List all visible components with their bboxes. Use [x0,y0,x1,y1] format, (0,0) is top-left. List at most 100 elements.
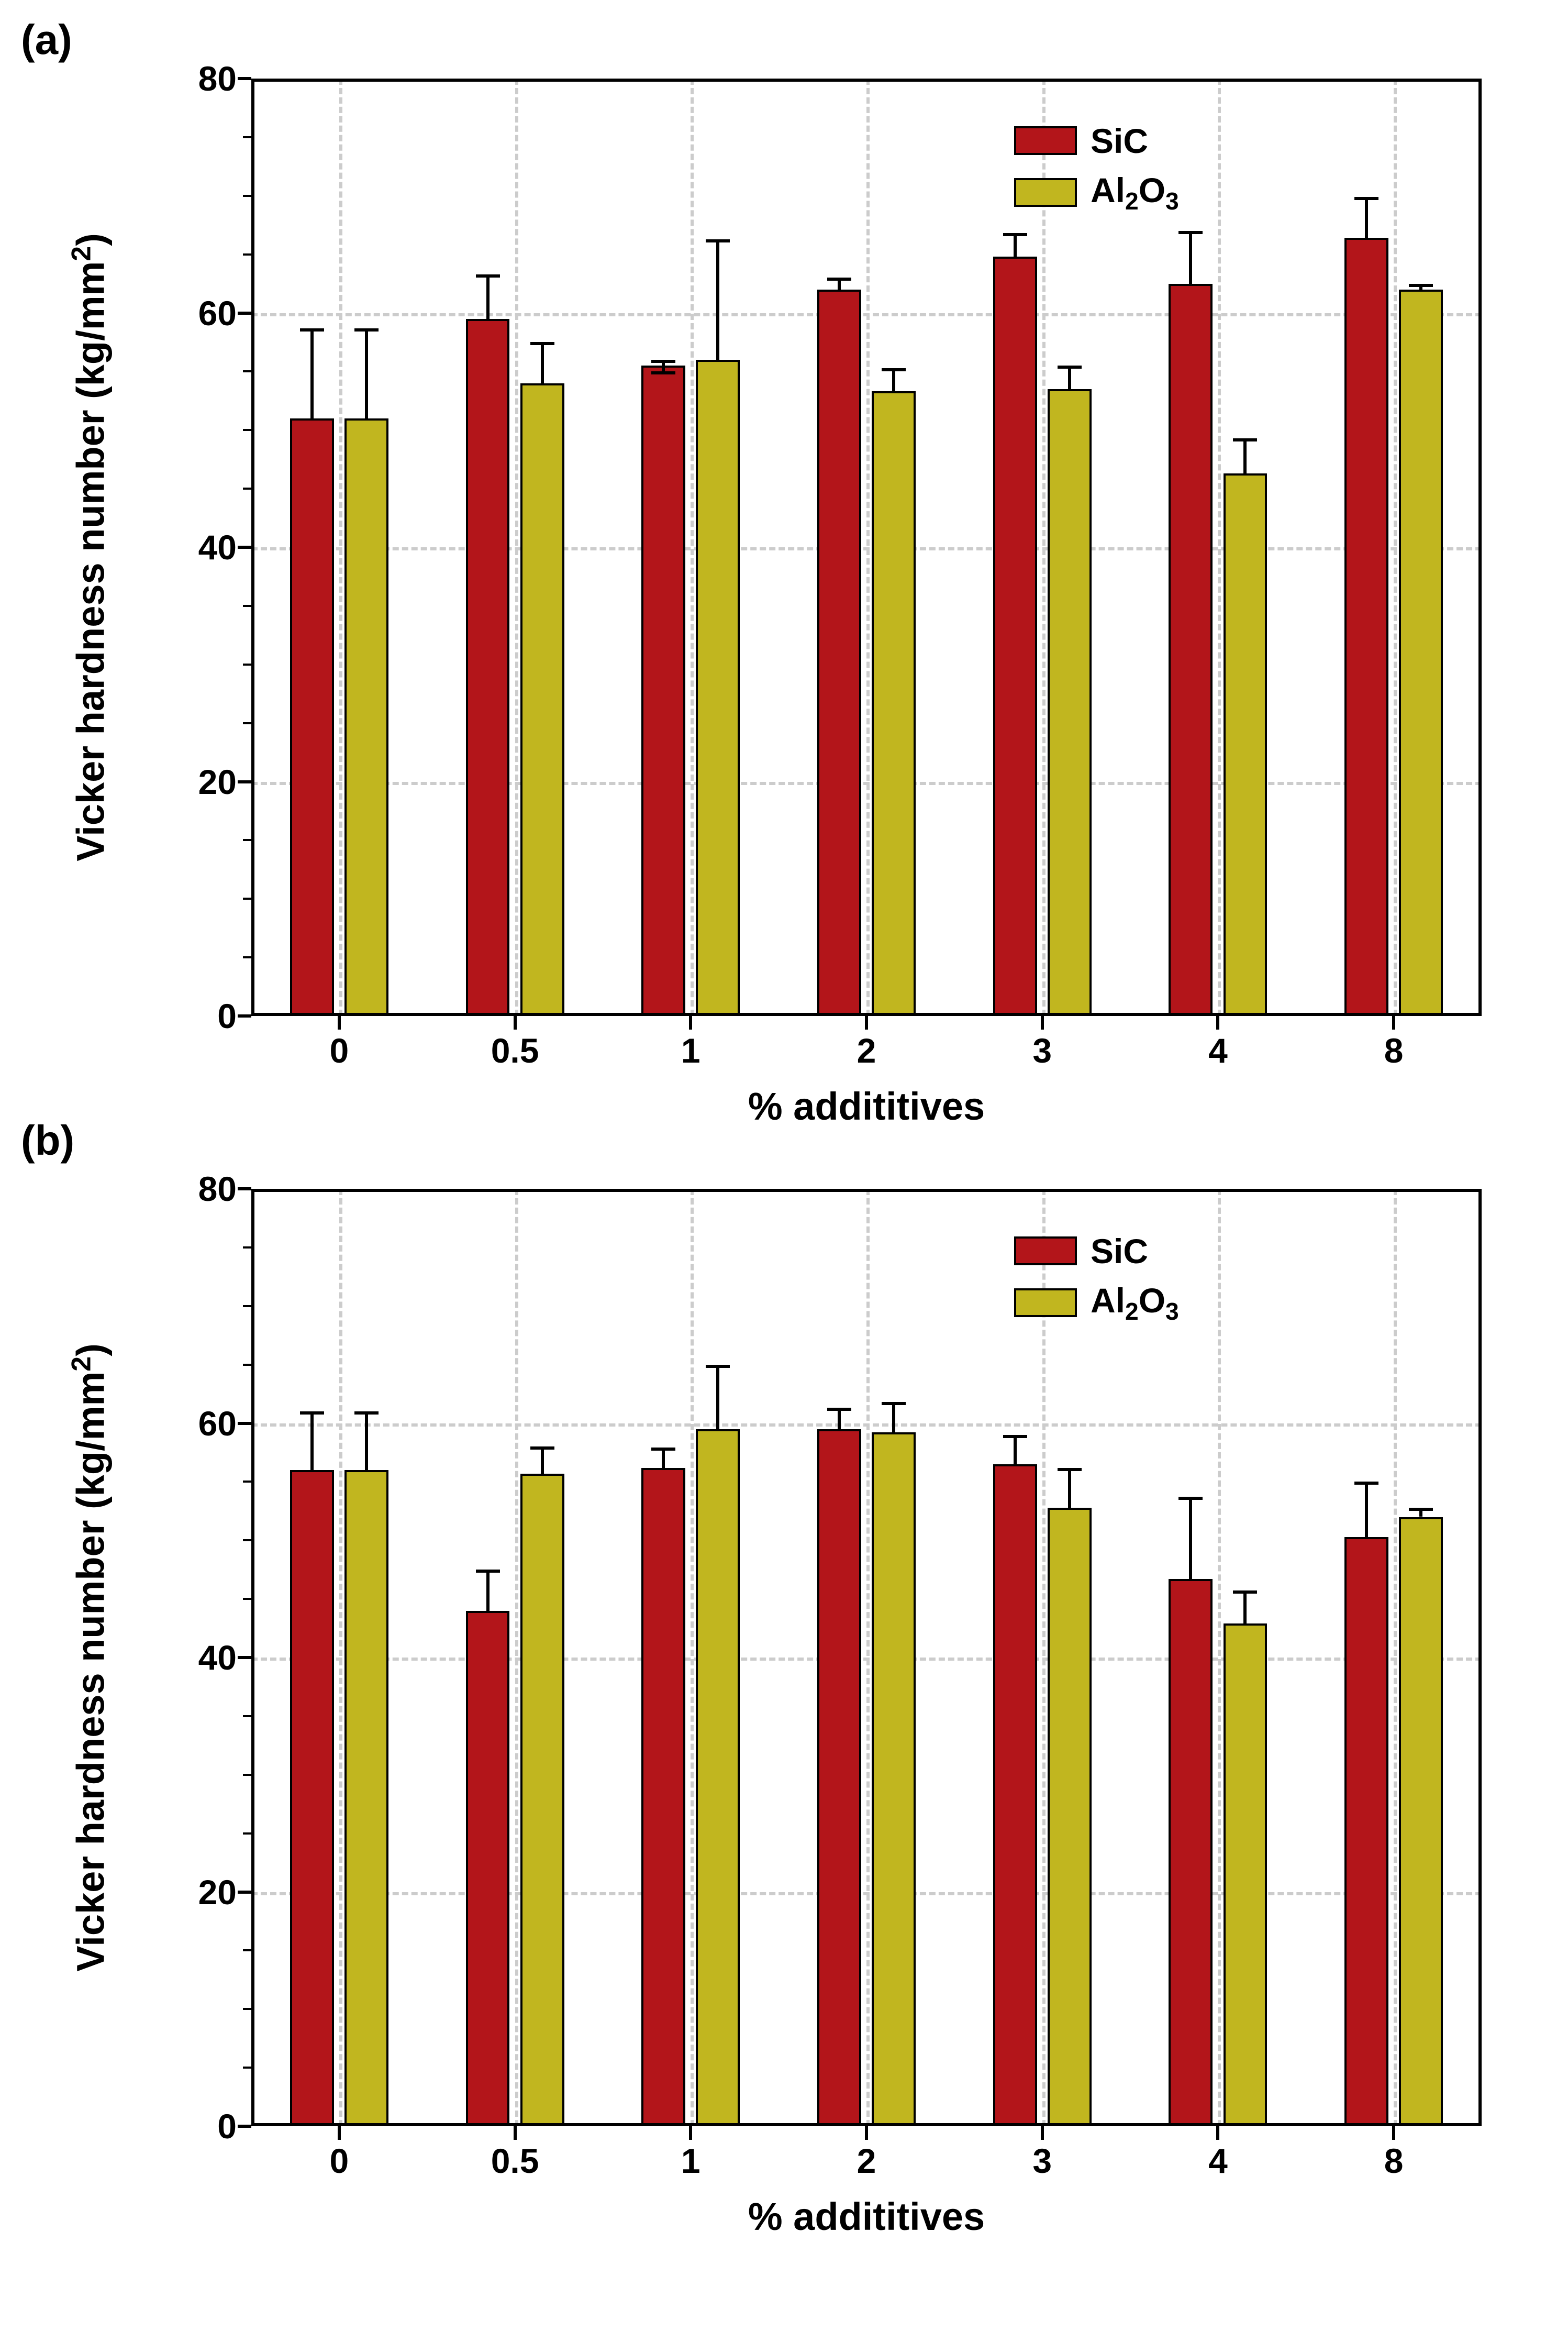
bar-Al2O3 [344,1470,388,2126]
ytick-label: 20 [198,762,251,802]
legend-item: Al2O3 [1014,170,1179,215]
bar-Al2O3 [872,1432,916,2126]
error-cap [1178,231,1203,234]
error-cap [1409,284,1433,287]
bar-SiC [1344,238,1388,1016]
bar-Al2O3 [520,1474,564,2126]
legend-label: Al2O3 [1091,1280,1179,1325]
bar-SiC [641,366,685,1016]
error-cap [827,278,851,281]
bar-SiC [290,418,334,1016]
error-cap [1003,233,1027,236]
error-cap [530,342,554,345]
error-bar [1243,1590,1247,1623]
ytick-label: 0 [217,2106,251,2146]
plot-b: 02040608000.512348SiCAl2O3 [251,1189,1482,2126]
xtick-label: 1 [681,2126,700,2181]
ytick-minor [243,136,251,138]
ytick-minor [243,1305,251,1307]
x-axis-title: % addititives [748,2194,985,2239]
error-cap [354,328,379,332]
bar-SiC [993,1464,1037,2126]
y-axis-title: Vicker hardness number (kg/mm2) [65,233,113,861]
error-bar [365,328,368,418]
xtick-label: 0.5 [491,1016,539,1070]
gridline-v [866,79,870,1016]
legend-label: SiC [1091,121,1148,161]
x-axis-title: % addititives [748,1084,985,1129]
bar-Al2O3 [696,1429,740,2126]
bar-SiC [290,1470,334,2126]
ytick-label: 40 [198,1638,251,1677]
bar-Al2O3 [872,391,916,1016]
plot-a: 02040608000.512348SiCAl2O3 [251,79,1482,1016]
error-cap [827,1408,851,1411]
error-bar [1189,231,1192,284]
subplot-label-b: (b) [21,1117,74,1165]
error-bar [1365,197,1368,238]
error-cap [1178,1497,1203,1500]
ytick-label: 80 [198,1169,251,1209]
error-bar [365,1411,368,1470]
error-cap [651,371,675,374]
error-cap [651,360,675,363]
xtick-label: 8 [1384,1016,1404,1070]
error-bar [486,274,490,319]
ytick-label: 0 [217,996,251,1036]
bar-Al2O3 [344,418,388,1016]
bar-Al2O3 [1048,1508,1092,2126]
legend-swatch [1014,126,1077,155]
ytick-minor [243,1246,251,1249]
ytick-minor [243,1949,251,1951]
error-bar [541,342,544,383]
error-cap [882,1402,906,1405]
error-cap [300,328,324,332]
gridline-v [866,1189,870,2126]
bar-Al2O3 [696,360,740,1016]
bar-SiC [993,257,1037,1016]
legend-item: SiC [1014,121,1179,161]
ytick-minor [243,195,251,197]
error-bar [892,1402,895,1432]
error-bar [892,368,895,392]
ytick-minor [243,956,251,958]
error-bar [1014,233,1017,257]
ytick-minor [243,1715,251,1717]
error-bar [310,1411,314,1470]
error-cap [1058,366,1082,369]
gridline-v [1218,1189,1221,2126]
subplot-label-a: (a) [21,16,72,64]
ytick-minor [243,1832,251,1835]
error-cap [882,368,906,371]
ytick-label: 60 [198,293,251,333]
error-bar [1243,438,1247,473]
bar-SiC [1169,284,1213,1016]
legend-label: SiC [1091,1231,1148,1271]
error-cap [1354,1482,1378,1485]
error-bar [541,1446,544,1473]
bar-SiC [466,1611,510,2127]
legend: SiC Al2O3 [1014,121,1179,215]
gridline-v [1042,79,1046,1016]
legend-item: Al2O3 [1014,1280,1179,1325]
error-bar [716,1365,719,1429]
bar-Al2O3 [1399,1517,1443,2127]
error-cap [1058,1468,1082,1471]
xtick-label: 0 [329,1016,349,1070]
error-cap [1003,1435,1027,1438]
gridline-v [339,79,342,1016]
figure-root: (a)02040608000.512348SiCAl2O3Vicker hard… [0,0,1568,2342]
error-bar [1068,366,1071,389]
ytick-label: 40 [198,527,251,567]
bar-SiC [466,319,510,1016]
gridline-v [1042,1189,1046,2126]
xtick-label: 2 [857,1016,876,1070]
error-bar [838,1408,841,1429]
legend-swatch [1014,1236,1077,1265]
xtick-label: 1 [681,1016,700,1070]
xtick-label: 4 [1208,1016,1228,1070]
error-bar [1068,1468,1071,1508]
ytick-minor [243,1539,251,1541]
error-cap [706,1365,730,1368]
bar-SiC [817,1429,861,2126]
